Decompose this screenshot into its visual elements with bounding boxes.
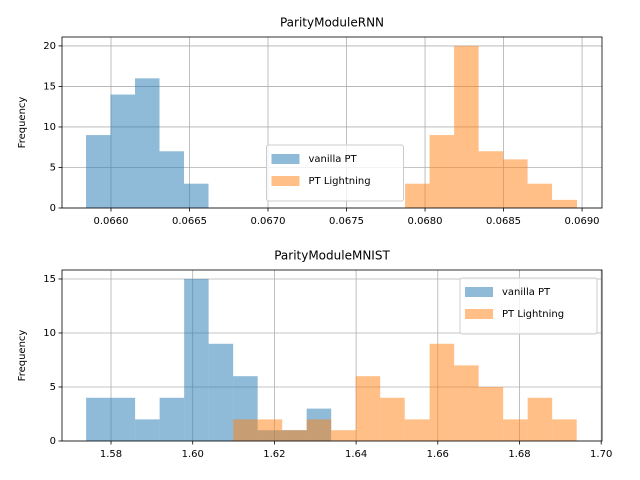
x-tick-label: 1.62 bbox=[263, 449, 285, 460]
histogram-bar bbox=[527, 397, 553, 441]
legend-label: PT Lightning bbox=[502, 309, 564, 320]
x-tick-label: 1.64 bbox=[345, 449, 367, 460]
legend-label: vanilla PT bbox=[309, 154, 358, 165]
histogram-bar bbox=[331, 430, 356, 441]
subplot: 0.0660 0.0665 0.0670 0.0675 0.0680 0.0685 0.06… bbox=[17, 16, 603, 227]
y-axis-label: Frequency bbox=[17, 330, 28, 382]
histogram-bar bbox=[503, 159, 528, 208]
histogram-bar bbox=[405, 183, 430, 208]
histogram-bar bbox=[86, 135, 111, 208]
x-tick-label: 1.66 bbox=[427, 449, 449, 460]
chart-title: ParityModuleMNIST bbox=[274, 249, 390, 263]
x-tick-label: 0.0675 bbox=[329, 216, 364, 227]
histogram-bar bbox=[478, 151, 504, 208]
x-tick-label: 1.60 bbox=[182, 449, 204, 460]
histogram-bar bbox=[135, 419, 160, 441]
histogram-bar bbox=[110, 94, 136, 208]
axes-frame bbox=[61, 36, 603, 209]
histogram-bar bbox=[552, 199, 578, 208]
legend-box bbox=[266, 144, 404, 202]
legend-swatch bbox=[465, 309, 493, 319]
x-tick-label: 0.0690 bbox=[565, 216, 600, 227]
y-tick-label: 15 bbox=[43, 274, 56, 285]
y-tick-label: 20 bbox=[43, 41, 56, 52]
x-tick-label: 1.58 bbox=[100, 449, 122, 460]
legend-label: PT Lightning bbox=[309, 176, 371, 187]
y-tick-label: 5 bbox=[50, 382, 56, 393]
x-tick-label: 1.70 bbox=[590, 449, 612, 460]
legend: vanilla PT PT Lightning bbox=[459, 277, 598, 335]
subplot: 1.58 1.60 1.62 1.64 1.66 1.68 1.70 0 5 10 15 Parity… bbox=[17, 249, 612, 461]
legend-swatch bbox=[271, 176, 300, 186]
histogram-bar bbox=[257, 419, 283, 441]
y-tick-label: 0 bbox=[50, 203, 56, 214]
y-tick-label: 10 bbox=[43, 122, 56, 133]
histogram-bar bbox=[110, 397, 136, 441]
y-tick-label: 10 bbox=[43, 328, 56, 339]
histogram-bar bbox=[552, 419, 577, 441]
x-tick-label: 0.0665 bbox=[172, 216, 207, 227]
histogram-bar bbox=[159, 397, 185, 441]
histogram-bar bbox=[233, 419, 258, 441]
x-tick-label: 1.68 bbox=[508, 449, 530, 460]
histogram-bar bbox=[159, 151, 185, 208]
y-tick-label: 15 bbox=[43, 81, 56, 92]
y-tick-label: 0 bbox=[50, 436, 56, 447]
x-tick-label: 0.0685 bbox=[486, 216, 521, 227]
histogram-bar bbox=[454, 45, 479, 209]
x-tick-label: 0.0670 bbox=[251, 216, 286, 227]
x-tick-label: 0.0680 bbox=[408, 216, 443, 227]
histogram-bar bbox=[184, 183, 209, 208]
y-axis-label: Frequency bbox=[17, 97, 28, 149]
chart-title: ParityModuleRNN bbox=[280, 16, 384, 30]
histogram-bar bbox=[429, 343, 455, 441]
legend-box bbox=[459, 277, 598, 335]
histogram-bar bbox=[355, 376, 381, 441]
histogram-bar bbox=[282, 430, 307, 441]
x-tick-label: 0.0660 bbox=[93, 216, 128, 227]
histogram-bar bbox=[86, 397, 111, 441]
legend-label: vanilla PT bbox=[502, 287, 551, 298]
legend: vanilla PT PT Lightning bbox=[266, 144, 404, 202]
histogram-bar bbox=[478, 386, 504, 441]
histogram-bar bbox=[208, 343, 234, 441]
histogram-bar bbox=[306, 419, 332, 441]
histogram-bar bbox=[135, 78, 160, 208]
y-tick-label: 5 bbox=[50, 162, 56, 173]
legend-swatch bbox=[465, 287, 493, 297]
histogram-bar bbox=[454, 365, 479, 441]
axes-frame bbox=[61, 269, 603, 442]
histogram-bar bbox=[527, 183, 553, 208]
histogram-bar bbox=[429, 135, 455, 208]
histogram-bar bbox=[404, 419, 430, 441]
histogram-bar bbox=[184, 278, 209, 441]
legend-swatch bbox=[271, 154, 300, 164]
histogram-bar bbox=[380, 397, 405, 441]
histogram-bar bbox=[503, 419, 528, 441]
